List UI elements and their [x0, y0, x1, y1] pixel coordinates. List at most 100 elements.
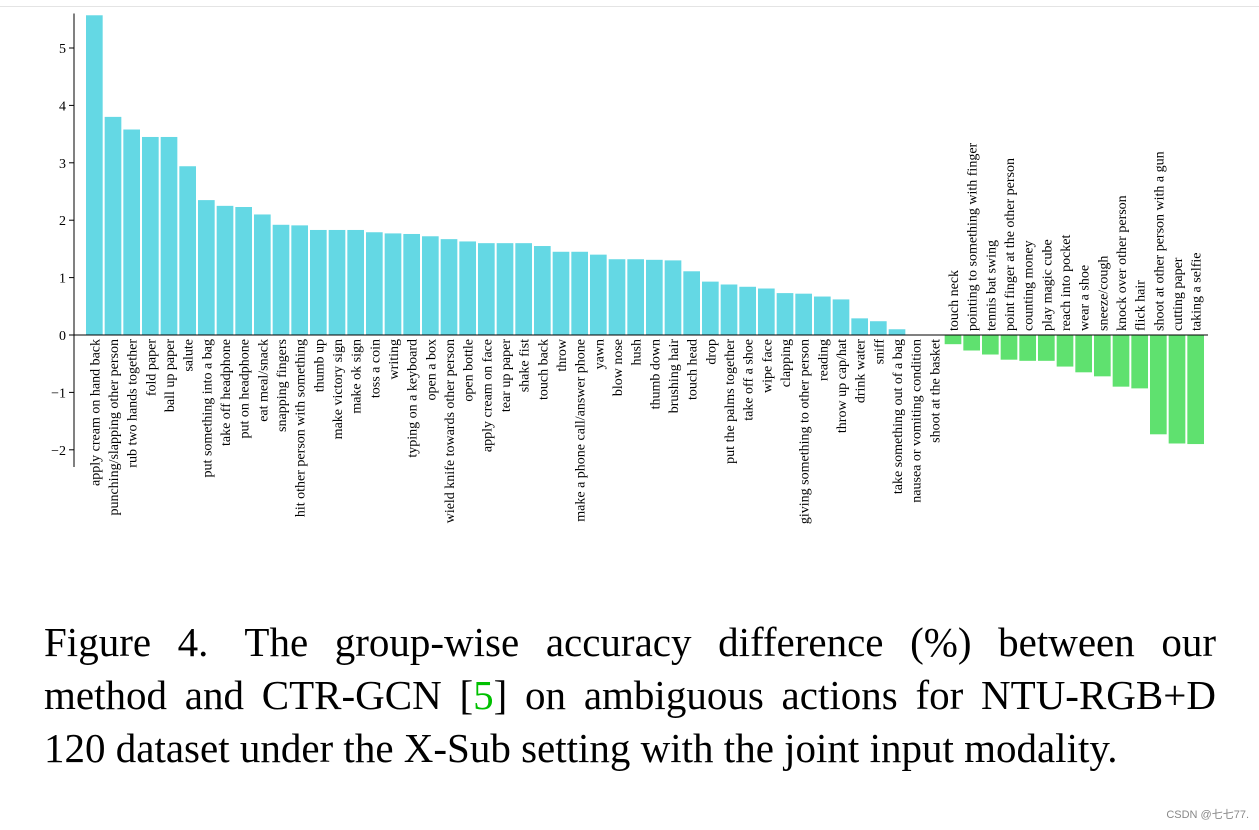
x-tick-label-56: flick hair [1134, 280, 1149, 331]
x-tick-label-14: make ok sign [350, 339, 365, 414]
x-tick-label-46: touch neck [947, 270, 962, 331]
x-tick-label-9: eat meal/snack [256, 339, 271, 422]
caption-text-end: ] on ambiguous actions for NTU-RGB+D 120… [44, 672, 1216, 771]
x-tick-label-35: take off a shoe [742, 339, 757, 421]
caption-label: Figure 4. [44, 619, 209, 665]
y-tick-label-4: 2 [59, 214, 66, 229]
top-divider [0, 6, 1259, 7]
x-tick-label-33: drop [704, 339, 719, 365]
bar-40 [832, 299, 850, 335]
bar-58 [1168, 335, 1186, 444]
x-tick-label-20: open bottle [462, 339, 477, 402]
bar-13 [328, 229, 346, 335]
x-tick-label-50: counting money [1022, 240, 1037, 331]
bar-53 [1075, 335, 1092, 373]
bar-27 [590, 254, 607, 335]
bar-15 [366, 232, 383, 335]
bar-41 [851, 318, 868, 335]
x-tick-label-4: ball up paper [163, 339, 178, 412]
x-tick-label-41: drink water [854, 339, 869, 403]
x-tick-label-12: thumb up [312, 339, 327, 392]
bar-17 [403, 233, 420, 335]
bar-35 [739, 286, 756, 335]
x-tick-label-25: throw [555, 338, 570, 372]
bar-1 [104, 116, 122, 335]
x-tick-label-7: take off headphone [219, 339, 234, 446]
x-tick-label-27: yawn [592, 339, 607, 369]
x-tick-label-0: apply cream on hand back [88, 339, 103, 486]
bar-51 [1038, 335, 1055, 361]
bar-55 [1112, 335, 1130, 387]
bar-21 [478, 243, 495, 335]
bar-29 [627, 259, 644, 335]
bar-43 [888, 329, 906, 335]
y-tick-label-0: −2 [51, 444, 66, 459]
y-tick-label-3: 1 [59, 272, 66, 287]
y-tick-label-6: 4 [59, 99, 66, 114]
x-tick-label-15: toss a coin [368, 339, 383, 398]
bar-56 [1131, 335, 1148, 389]
x-tick-label-51: play magic cube [1040, 239, 1055, 331]
bar-59 [1187, 335, 1204, 445]
bar-0 [86, 15, 103, 336]
figure-caption: Figure 4. The group-wise accuracy differe… [44, 616, 1216, 775]
x-tick-label-29: hush [630, 339, 645, 365]
bar-33 [702, 281, 719, 335]
bar-20 [459, 241, 476, 335]
bar-8 [235, 207, 252, 335]
bar-2 [123, 129, 140, 335]
bar-5 [179, 166, 196, 335]
x-tick-label-28: blow nose [611, 339, 626, 396]
x-tick-label-6: put something into a bag [200, 339, 215, 477]
bar-46 [944, 335, 962, 345]
bar-54 [1094, 335, 1111, 377]
caption-citation-link[interactable]: 5 [473, 672, 494, 718]
x-tick-label-39: reading [816, 339, 831, 381]
bar-12 [310, 229, 327, 335]
y-tick-label-5: 3 [59, 157, 66, 172]
x-tick-label-44: nausea or vomiting condition [910, 339, 925, 503]
x-tick-label-26: make a phone call/answer phone [574, 339, 589, 522]
x-tick-label-10: snapping fingers [275, 339, 290, 432]
x-tick-label-55: knock over other person [1115, 195, 1130, 331]
bar-47 [963, 335, 980, 351]
bar-9 [254, 214, 271, 335]
x-tick-label-58: cutting paper [1171, 257, 1186, 331]
x-tick-label-18: open a box [424, 339, 439, 400]
bar-14 [347, 229, 364, 335]
x-tick-label-2: rub two hands together [126, 339, 141, 468]
bar-chart: apply cream on hand back punching/slappin… [51, 13, 1208, 524]
bar-32 [683, 271, 700, 335]
x-tick-label-23: shake fist [518, 339, 533, 392]
x-tick-label-59: taking a selfie [1190, 252, 1205, 331]
bars-group [86, 15, 1204, 445]
bar-19 [440, 239, 458, 335]
bar-31 [664, 260, 682, 335]
bar-39 [814, 296, 831, 335]
x-tick-label-40: throw up cap/hat [835, 339, 850, 433]
x-tick-label-16: writing [387, 339, 402, 379]
x-tick-label-24: touch back [536, 339, 551, 400]
x-tick-label-36: wipe face [760, 339, 775, 393]
x-tick-label-11: hit other person with something [294, 339, 309, 517]
y-tick-label-2: 0 [59, 329, 66, 344]
bar-49 [1000, 335, 1018, 360]
bar-34 [720, 284, 738, 335]
x-tick-label-22: tear up paper [499, 339, 514, 412]
x-tick-label-32: touch head [686, 339, 701, 400]
caption-text-start: The group-wise accuracy difference (%) b… [44, 619, 1217, 718]
x-tick-label-34: put the palms together [723, 339, 738, 464]
bar-7 [216, 205, 234, 335]
y-axis: −2 −1 0 1 2 3 4 5 [51, 13, 75, 468]
bar-24 [534, 246, 551, 335]
x-tick-label-31: brushing hair [667, 339, 682, 414]
x-tick-label-43: take something out of a bag [891, 339, 906, 494]
x-tick-label-1: punching/slapping other person [107, 339, 122, 516]
bar-50 [1019, 335, 1036, 361]
x-tick-label-19: wield knife towards other person [443, 339, 458, 523]
x-tick-label-37: clapping [779, 339, 794, 387]
bar-23 [515, 243, 532, 335]
x-tick-label-30: thumb down [648, 339, 663, 409]
x-tick-label-57: shoot at other person with a gun [1152, 151, 1167, 331]
bar-25 [552, 251, 570, 335]
